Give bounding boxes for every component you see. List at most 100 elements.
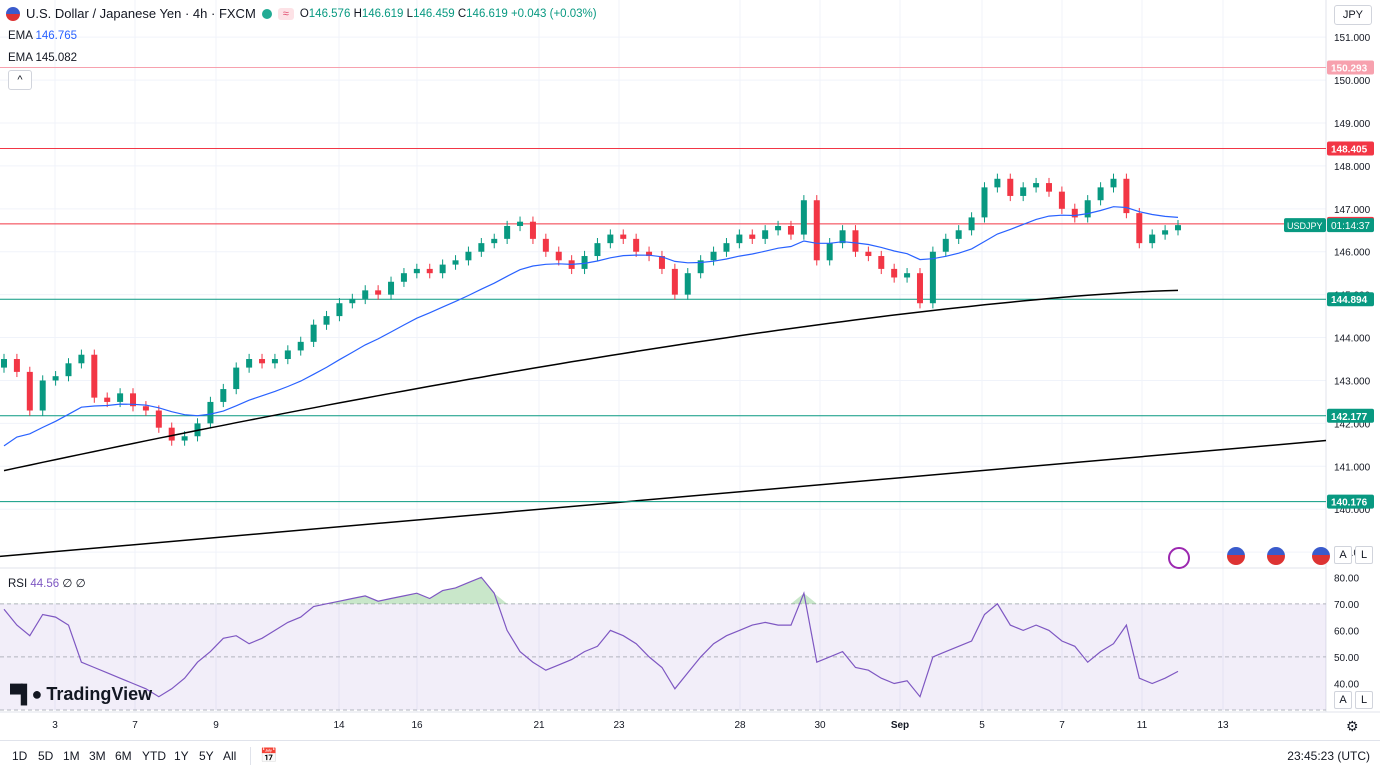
candle [1162, 230, 1169, 235]
price-level-tag [1327, 141, 1374, 156]
candle [517, 221, 524, 226]
timeframe-3m[interactable]: 3M [89, 749, 106, 763]
date-range-icon[interactable]: 📅 [260, 747, 278, 763]
price-tick-label: 142.000 [1334, 419, 1371, 430]
candle [1084, 200, 1091, 218]
candle [26, 371, 33, 411]
candle [710, 251, 717, 261]
timeframe-ytd[interactable]: YTD [142, 749, 166, 763]
clock: 23:45:23 (UTC) [1287, 749, 1370, 763]
candle [981, 187, 988, 218]
candle [310, 324, 317, 342]
candle [207, 401, 214, 424]
candle [465, 251, 472, 261]
candle [697, 260, 704, 274]
price-level-label: 148.405 [1331, 145, 1368, 156]
us-event-icon[interactable] [1267, 547, 1285, 565]
candle [929, 251, 936, 304]
candle [1033, 183, 1040, 188]
time-tick-label: Sep [891, 720, 909, 731]
time-tick-label: 7 [1059, 720, 1065, 731]
rsi-auto-scale-button[interactable]: A [1334, 691, 1352, 709]
candle [130, 393, 137, 407]
candle [117, 393, 124, 402]
timeframe-1m[interactable]: 1M [63, 749, 80, 763]
ema-fast-line [3, 206, 1179, 447]
timeframe-5d[interactable]: 5D [38, 749, 54, 763]
candle [1136, 213, 1143, 244]
candle [52, 376, 59, 381]
us-event-icon[interactable] [1227, 547, 1245, 565]
candle [594, 243, 601, 257]
candle [723, 243, 730, 252]
rsi-tick-label: 50.00 [1334, 653, 1359, 664]
candle [775, 225, 782, 231]
candle [1071, 208, 1078, 218]
lightning-event-icon[interactable] [1168, 547, 1190, 569]
candle [529, 221, 536, 239]
candle [259, 359, 266, 364]
candle [246, 359, 253, 368]
time-tick-label: 21 [533, 720, 545, 731]
time-tick-label: 9 [213, 720, 219, 731]
candle [646, 251, 653, 257]
price-level-tag [1327, 494, 1374, 509]
change-value: +0.043 (+0.03%) [510, 7, 597, 20]
candle [65, 363, 72, 377]
time-tick-label: 3 [52, 720, 58, 731]
candle [375, 290, 382, 295]
symbol-tag-label: USDJPY [1287, 221, 1323, 231]
candle [581, 256, 588, 269]
timeframe-1y[interactable]: 1Y [174, 749, 189, 763]
price-tick-label: 141.000 [1334, 462, 1371, 473]
rsi-overbought-fill [0, 577, 1178, 604]
candle [904, 273, 911, 278]
collapse-legend-button[interactable]: ^ [8, 70, 32, 90]
time-tick-label: 28 [734, 720, 746, 731]
auto-scale-button[interactable]: A [1334, 546, 1352, 564]
timeframe-6m[interactable]: 6M [115, 749, 132, 763]
candle [839, 230, 846, 244]
candle [1007, 178, 1014, 196]
candle [439, 264, 446, 274]
price-tick-label: 148.000 [1334, 162, 1371, 173]
timeframe-5y[interactable]: 5Y [199, 749, 214, 763]
price-level-tag [1327, 408, 1374, 423]
candle [800, 200, 807, 235]
symbol-header[interactable]: U.S. Dollar / Japanese Yen · 4h · FXCM ≈… [6, 6, 597, 21]
time-tick-label: 16 [411, 720, 423, 731]
timeframe-all[interactable]: All [223, 749, 237, 763]
ema-slow-line [3, 289, 1179, 472]
candle [916, 273, 923, 304]
us-event-icon[interactable] [1312, 547, 1330, 565]
candle [426, 268, 433, 274]
rsi-line [3, 576, 1179, 698]
candle [736, 234, 743, 244]
candle [865, 251, 872, 257]
candle [1149, 234, 1156, 244]
candle [155, 410, 162, 428]
ema-fast-legend[interactable]: EMA 146.765 [8, 30, 78, 42]
candle [633, 238, 640, 252]
candle [555, 251, 562, 261]
log-scale-button[interactable]: L [1355, 546, 1373, 564]
timeframe-1d[interactable]: 1D [12, 749, 28, 763]
candle [852, 230, 859, 252]
rsi-log-scale-button[interactable]: L [1355, 691, 1373, 709]
settings-gear-icon[interactable]: ⚙ [1346, 718, 1359, 734]
symbol-title: U.S. Dollar / Japanese Yen · 4h · FXCM [26, 6, 256, 21]
candle [323, 316, 330, 325]
price-level-tag [1327, 292, 1374, 307]
rsi-legend[interactable]: RSI 44.56 ∅ ∅ [8, 578, 86, 590]
candle [787, 225, 794, 235]
candle [1, 359, 7, 368]
countdown-label: 01:14:37 [1331, 221, 1370, 232]
price-tick-label: 149.000 [1334, 119, 1371, 130]
ema-slow-legend[interactable]: EMA 145.082 [8, 52, 78, 64]
currency-select[interactable]: JPY [1333, 5, 1372, 25]
candle [400, 273, 407, 282]
ohlc-values: O146.576 H146.619 L146.459 C146.619 +0.0… [299, 7, 597, 20]
data-badge[interactable]: ≈ [277, 7, 294, 20]
time-tick-label: 14 [333, 720, 345, 731]
